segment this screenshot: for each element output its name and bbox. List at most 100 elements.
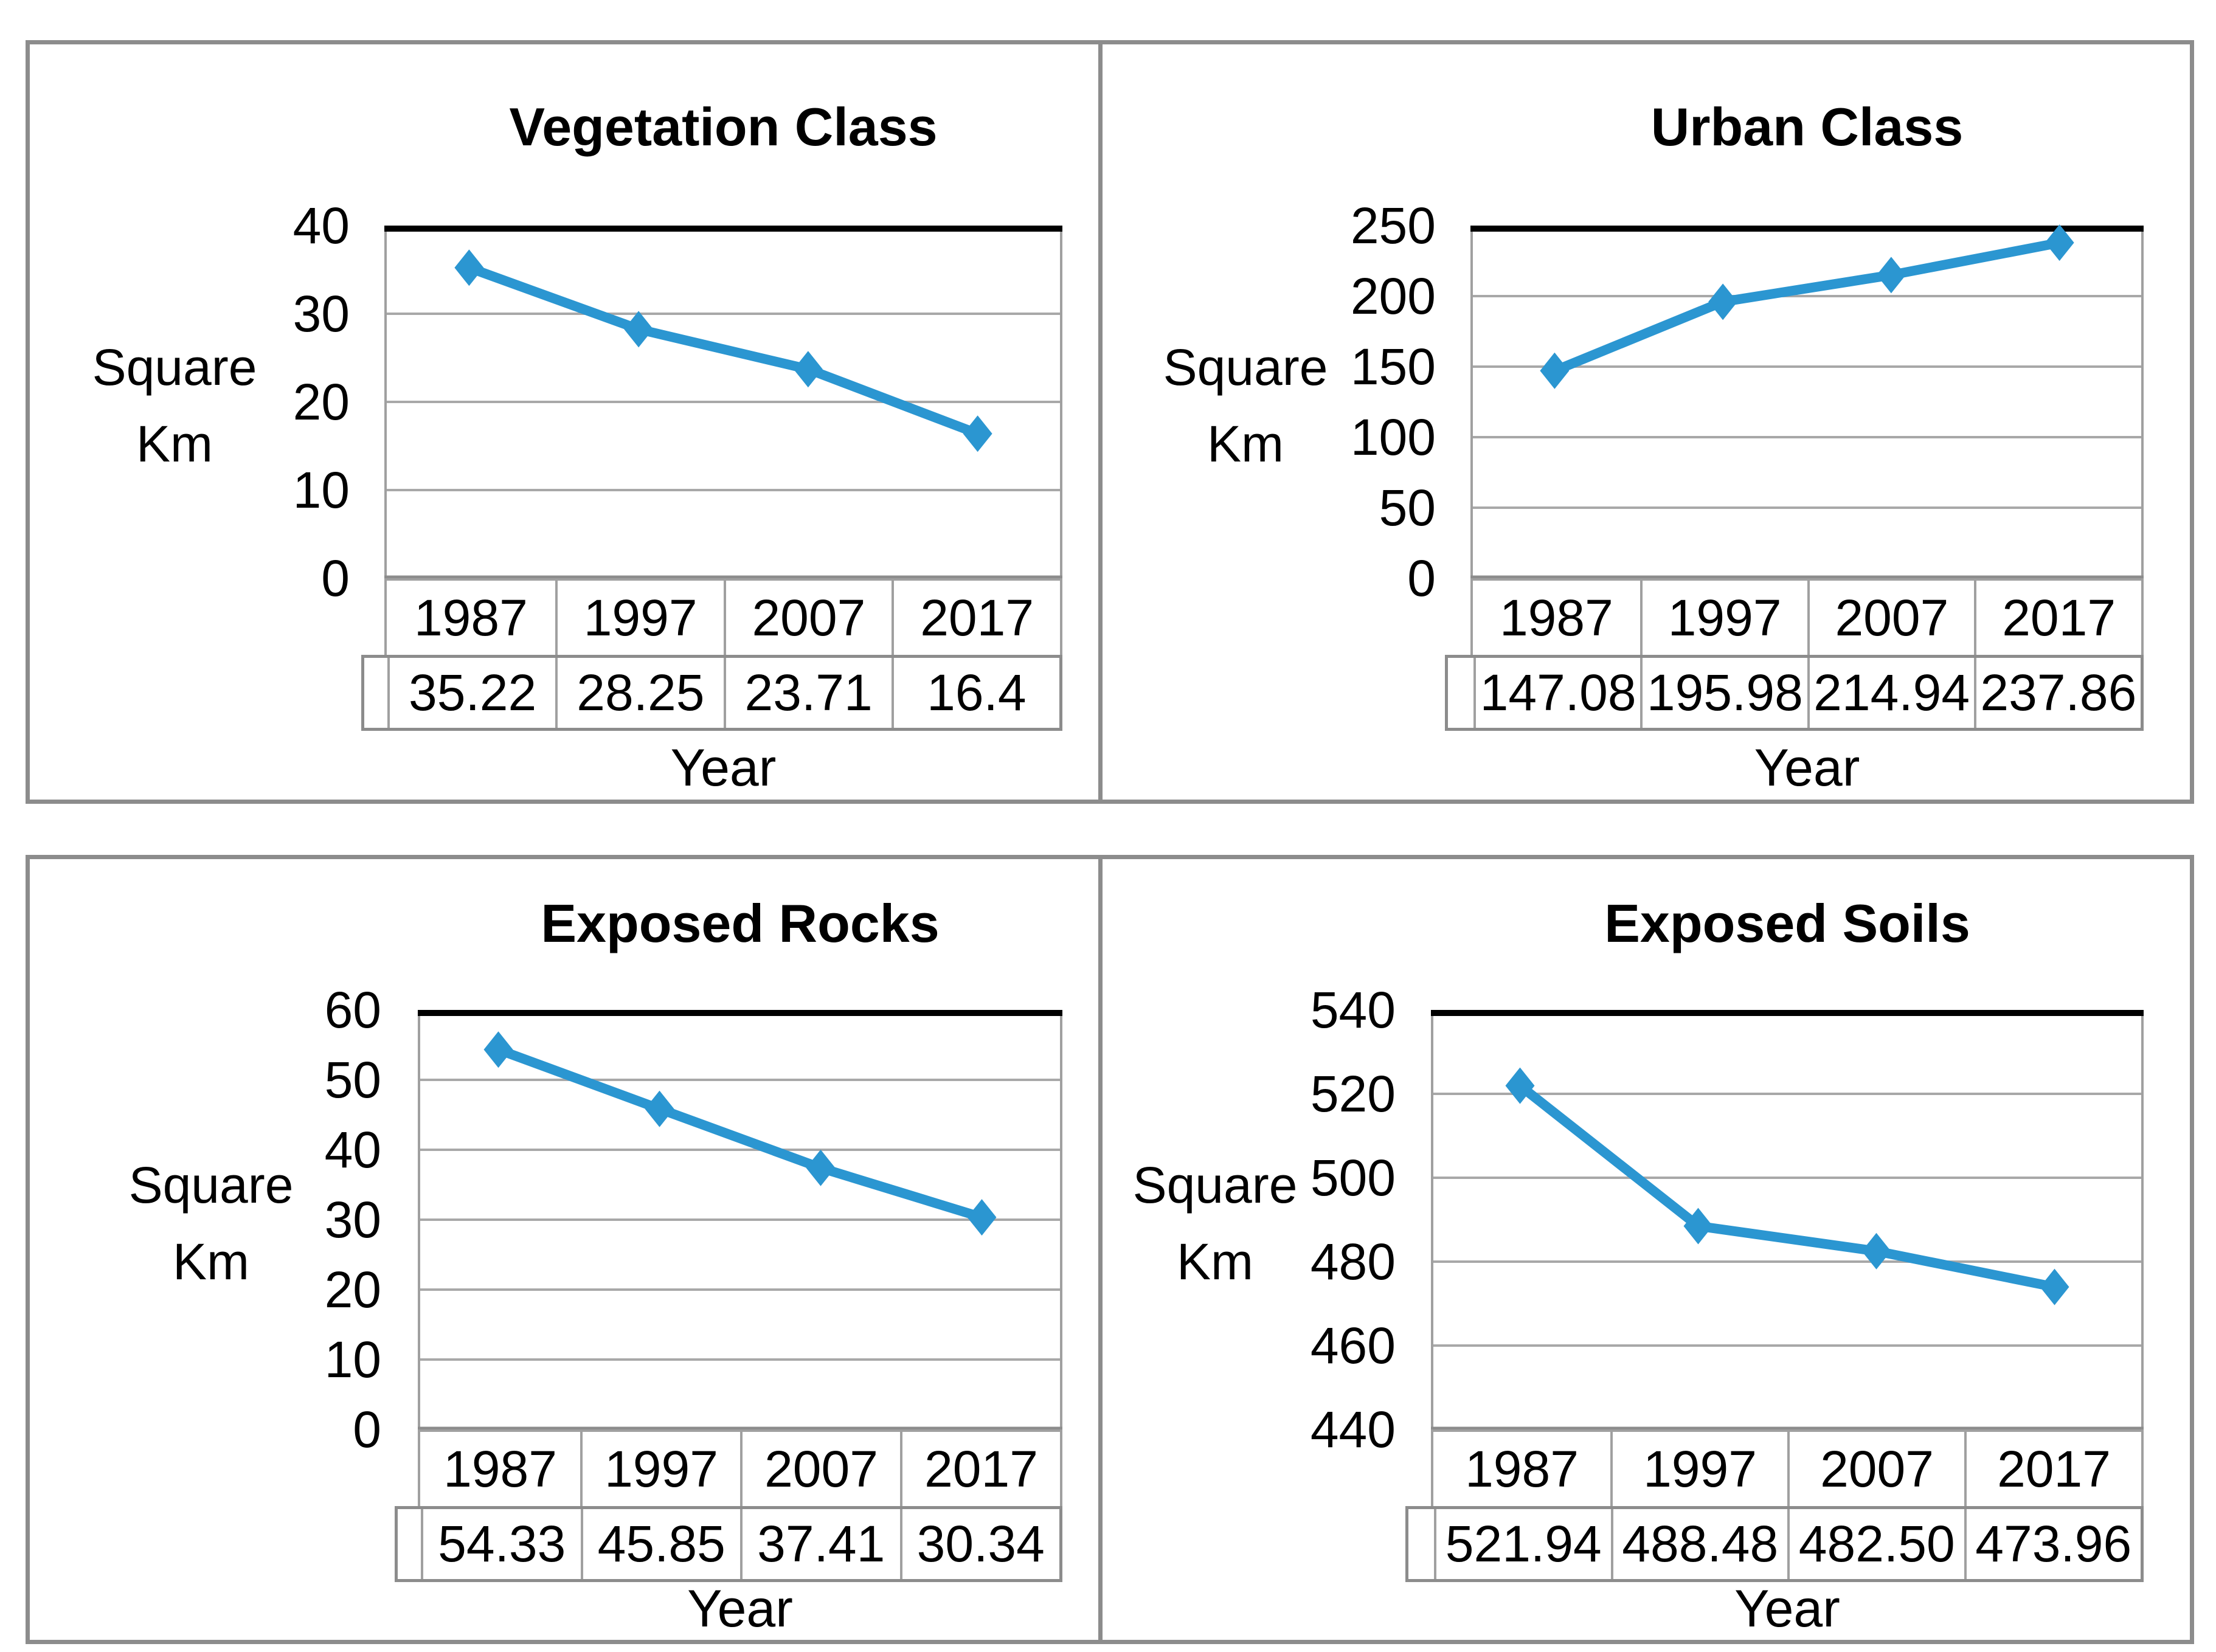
- chart-cell-exposed-rocks: Exposed Rocks Square Km 60 50 40 30 20 10 0 1987 19…: [29, 858, 1099, 1643]
- year-header-row: 1987 1997 2007 2017: [418, 1429, 1062, 1509]
- year-cell: 1987: [1465, 1440, 1579, 1498]
- y-tick-label: 30: [293, 285, 350, 342]
- year-cell: 2017: [1974, 581, 2141, 655]
- year-cell: 1997: [555, 581, 724, 655]
- diamond-marker-icon: [1876, 257, 1906, 294]
- y-axis-label: Square Km: [1063, 1147, 1367, 1300]
- value-row: 35.22 28.25 23.71 16.4: [361, 655, 1062, 731]
- y-axis-label-line: Square: [92, 339, 257, 396]
- diamond-marker-icon: [454, 249, 484, 286]
- diamond-marker-icon: [483, 1031, 513, 1068]
- y-tick-label: 10: [293, 461, 350, 519]
- diamond-marker-icon: [967, 1199, 997, 1236]
- year-cell: 2007: [1807, 581, 1975, 655]
- value-cell: 37.41: [740, 1509, 900, 1579]
- year-cell: 2017: [892, 581, 1060, 655]
- year-cell: 1997: [1610, 1432, 1787, 1506]
- plot-area: [1431, 1010, 2144, 1430]
- chart-title: Exposed Soils: [1604, 893, 1970, 953]
- y-tick-label: 0: [353, 1401, 381, 1458]
- value-cell: 488.48: [1610, 1509, 1788, 1579]
- value-cell: 195.98: [1640, 658, 1807, 728]
- y-tick-label: 200: [1350, 268, 1436, 325]
- year-header-row: 1987 1997 2007 2017: [1431, 1429, 2144, 1509]
- value-row: 147.08 195.98 214.94 237.86: [1445, 655, 2144, 731]
- chart-cell-vegetation-class: Vegetation Class Square Km 40 30 20 10 0 1987 199…: [29, 43, 1099, 829]
- y-axis-label-line: Square: [1163, 339, 1328, 396]
- year-cell: 2007: [740, 1432, 900, 1506]
- data-line: [493, 1045, 987, 1223]
- top-panel-divider: [1098, 40, 1103, 804]
- year-cell: 1987: [443, 1440, 557, 1498]
- y-tick-label: 50: [1379, 479, 1436, 536]
- diamond-marker-icon: [2040, 1268, 2069, 1305]
- year-cell: 1997: [1639, 581, 1807, 655]
- value-cell: 30.34: [899, 1509, 1060, 1579]
- y-tick-label: 50: [324, 1051, 381, 1108]
- y-axis-label-line: Km: [1177, 1233, 1253, 1290]
- diamond-marker-icon: [624, 311, 654, 348]
- year-cell: 2007: [1787, 1432, 1964, 1506]
- bottom-panel-divider: [1098, 855, 1103, 1644]
- y-axis-label: Square Km: [59, 1147, 363, 1300]
- value-cell: 473.96: [1964, 1509, 2141, 1579]
- y-tick-label: 520: [1310, 1065, 1396, 1122]
- y-axis-label: Square Km: [1093, 329, 1397, 482]
- y-tick-label: 30: [324, 1191, 381, 1248]
- value-cell: 214.94: [1807, 658, 1974, 728]
- data-line: [1549, 238, 2065, 376]
- value-row: 521.94 488.48 482.50 473.96: [1405, 1506, 2144, 1582]
- diamond-marker-icon: [1861, 1232, 1891, 1270]
- year-header-row: 1987 1997 2007 2017: [384, 578, 1062, 657]
- year-cell: 1987: [1499, 589, 1613, 646]
- y-axis-label-line: Km: [136, 415, 213, 472]
- y-tick-label: 60: [324, 981, 381, 1039]
- year-cell: 2017: [1964, 1432, 2141, 1506]
- value-cell: 16.4: [891, 658, 1059, 728]
- year-cell: 1997: [580, 1432, 740, 1506]
- y-tick-label: 0: [1407, 550, 1436, 607]
- x-axis-label: Year: [670, 739, 777, 797]
- legend-key-cell: [398, 1509, 421, 1579]
- diamond-marker-icon: [1505, 1067, 1535, 1104]
- year-cell: 2007: [723, 581, 892, 655]
- y-tick-label: 20: [324, 1261, 381, 1318]
- data-line: [1515, 1080, 2060, 1292]
- y-tick-label: 40: [324, 1121, 381, 1178]
- diamond-marker-icon: [963, 415, 992, 452]
- y-tick-label: 0: [321, 550, 350, 607]
- value-cell: 28.25: [555, 658, 723, 728]
- diamond-marker-icon: [793, 351, 823, 388]
- y-tick-label: 150: [1350, 338, 1436, 395]
- value-cell: 23.71: [723, 658, 892, 728]
- chart-cell-exposed-soils: Exposed Soils Square Km 540 520 500 480 460 440 1…: [1103, 858, 2173, 1643]
- x-axis-label: Year: [687, 1580, 793, 1638]
- top-panel-border: [26, 40, 2194, 804]
- y-tick-label: 440: [1310, 1401, 1396, 1458]
- value-cell: 237.86: [1973, 658, 2141, 728]
- data-line: [464, 263, 983, 439]
- y-tick-label: 460: [1310, 1317, 1396, 1374]
- y-tick-label: 250: [1350, 197, 1436, 254]
- y-axis-label: Square Km: [23, 329, 327, 482]
- legend-key-cell: [1448, 658, 1473, 728]
- y-axis-label-line: Km: [1207, 415, 1284, 472]
- diamond-marker-icon: [645, 1090, 674, 1127]
- chart-title: Vegetation Class: [509, 97, 938, 157]
- y-tick-label: 40: [293, 197, 350, 254]
- legend-key-cell: [1408, 1509, 1434, 1579]
- plot-area: [1470, 224, 2144, 579]
- y-tick-label: 480: [1310, 1233, 1396, 1290]
- value-row: 54.33 45.85 37.41 30.34: [395, 1506, 1062, 1582]
- chart-title: Exposed Rocks: [541, 893, 940, 953]
- value-cell: 147.08: [1473, 658, 1640, 728]
- year-cell: 1987: [414, 589, 528, 646]
- diamond-marker-icon: [1540, 352, 1570, 389]
- plot-area: [418, 1010, 1062, 1430]
- y-axis-label-line: Square: [128, 1156, 294, 1214]
- value-cell: 45.85: [580, 1509, 741, 1579]
- year-cell: 2017: [900, 1432, 1060, 1506]
- y-tick-label: 10: [324, 1331, 381, 1388]
- y-axis-label-line: Square: [1132, 1156, 1298, 1214]
